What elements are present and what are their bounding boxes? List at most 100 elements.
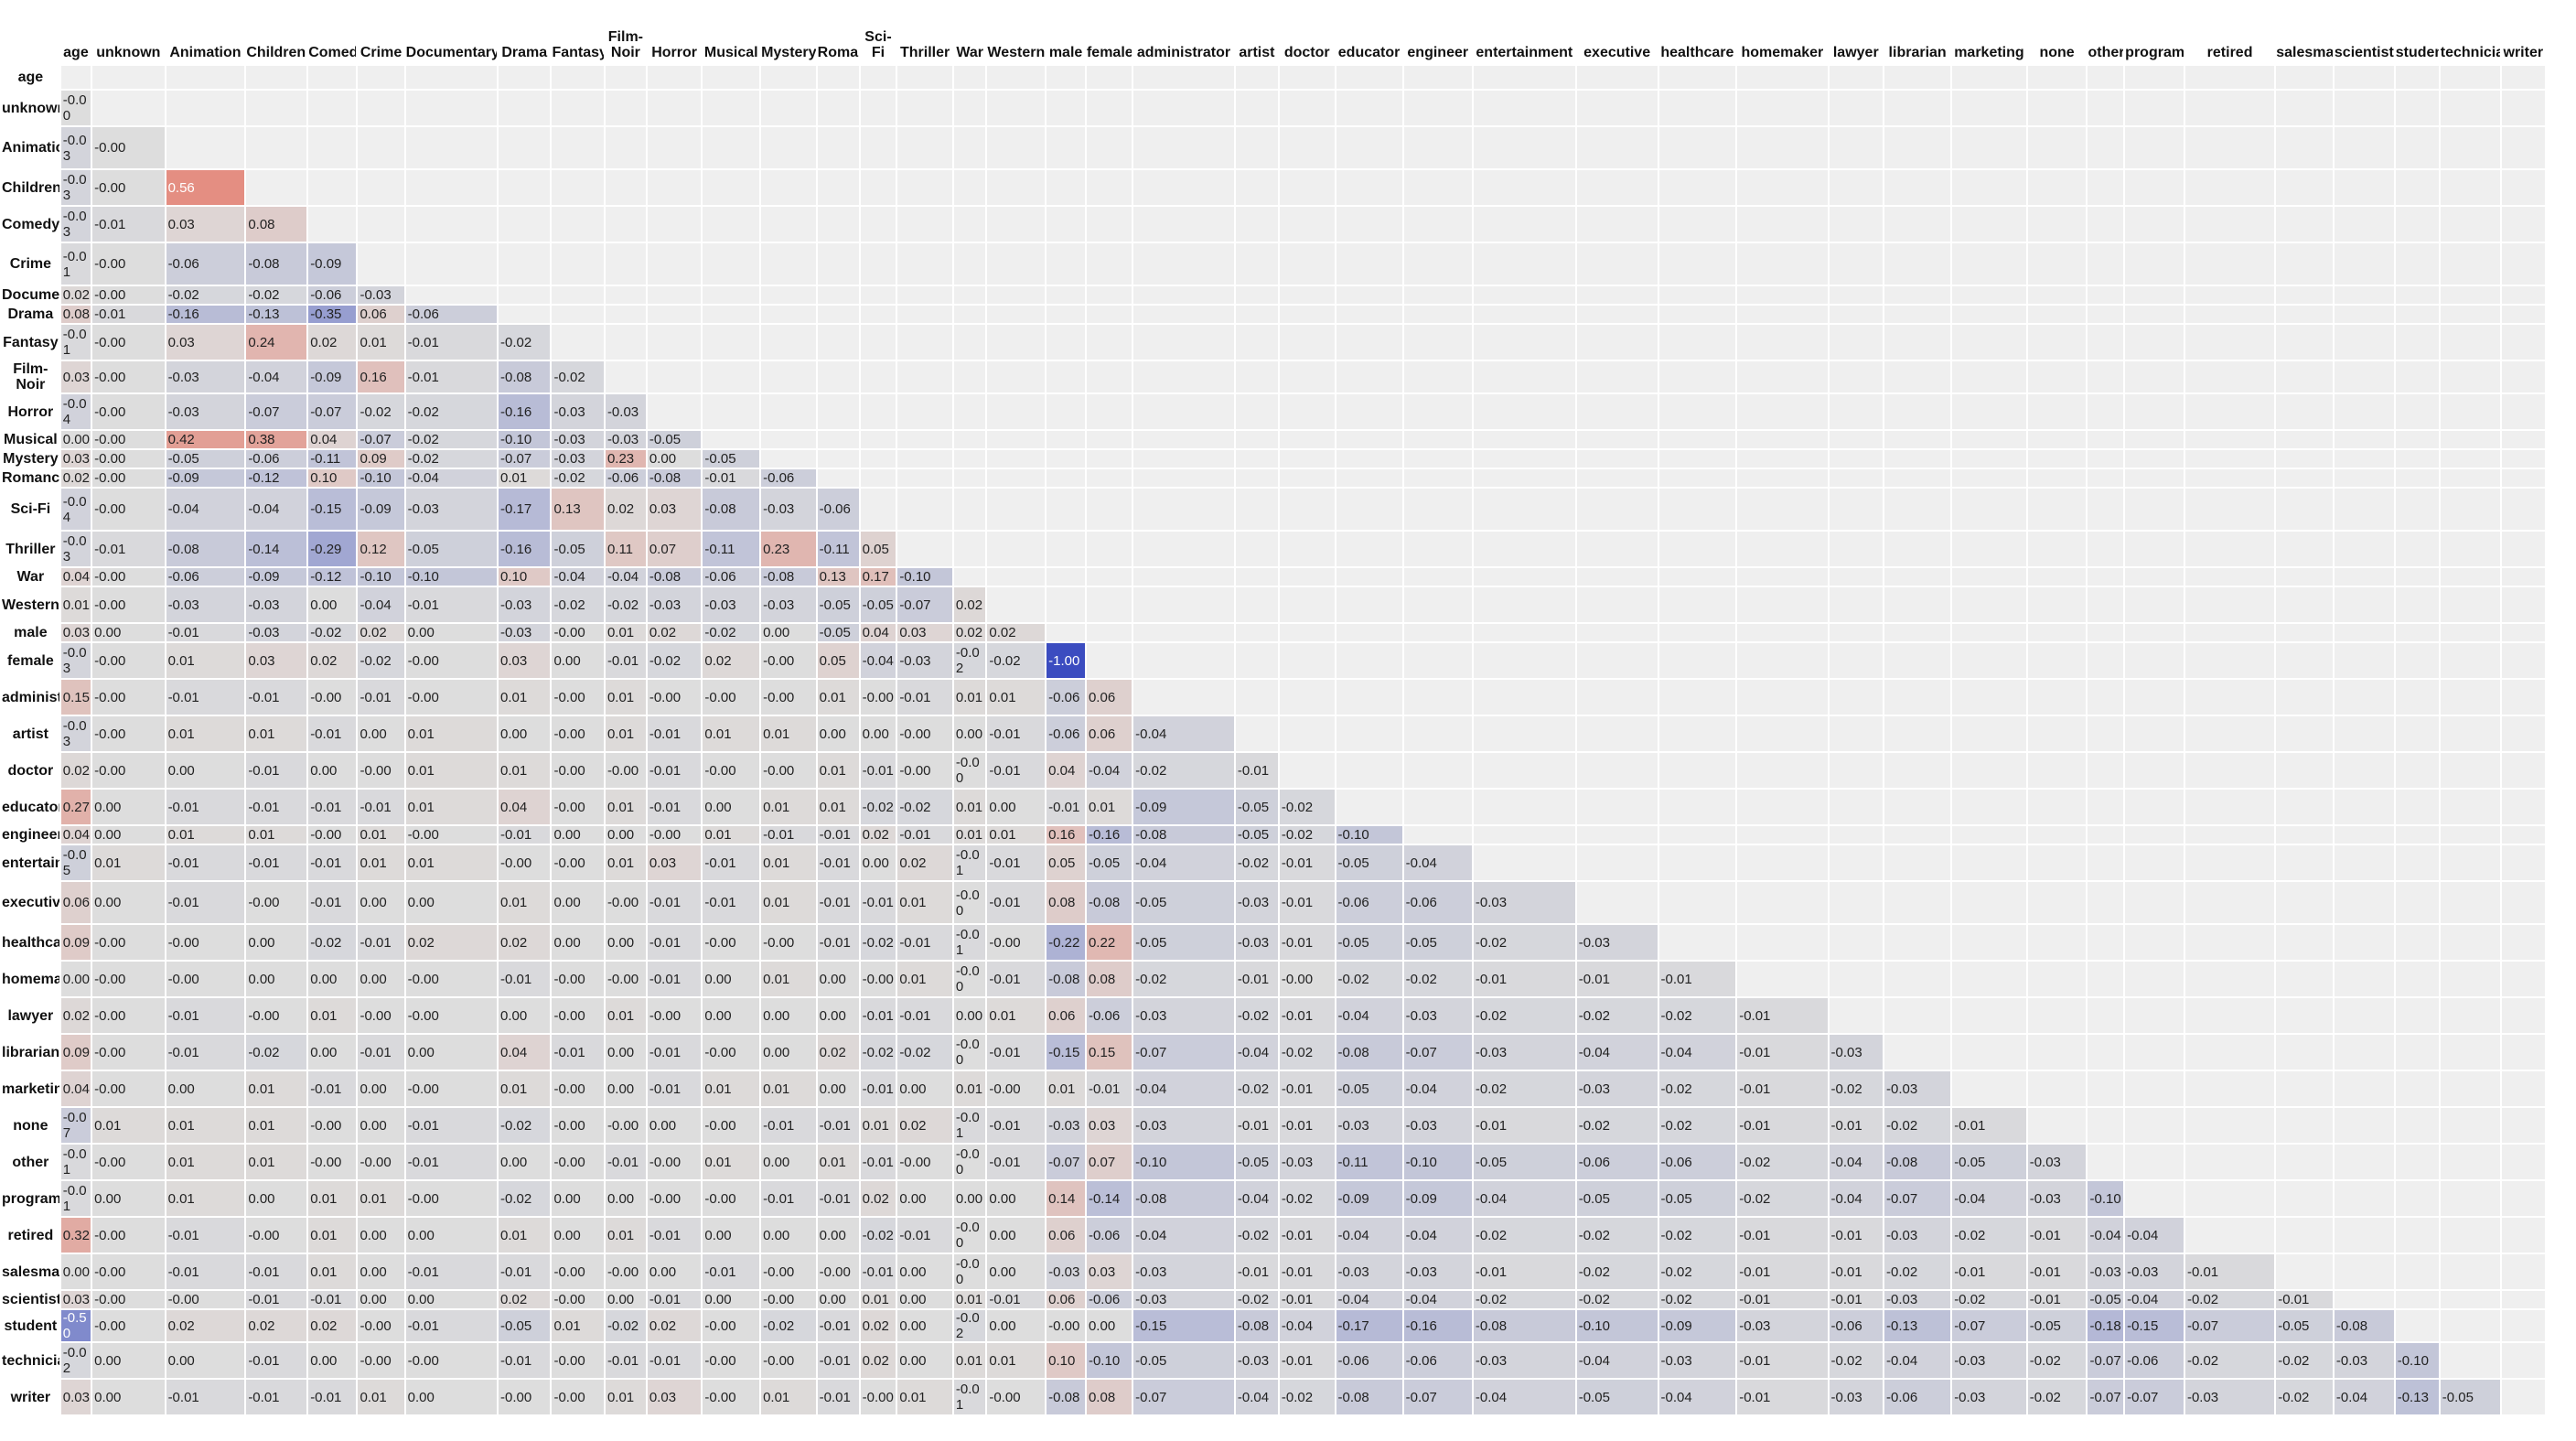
- heatmap-cell: 0.01: [761, 962, 816, 996]
- heatmap-cell: -0.05: [1086, 845, 1132, 880]
- heatmap-cell: 0.01: [860, 1291, 896, 1308]
- empty-cell: [1473, 753, 1575, 788]
- heatmap-cell: -0.09: [166, 469, 245, 487]
- empty-cell: [308, 91, 357, 125]
- heatmap-cell: -0.04: [1336, 1291, 1402, 1308]
- heatmap-cell: -0.01: [246, 1254, 307, 1289]
- empty-cell: [1235, 325, 1278, 360]
- empty-cell: [1952, 431, 2026, 448]
- heatmap-cell: -0.01: [1235, 753, 1278, 788]
- heatmap-cell: -0.05: [1133, 925, 1234, 960]
- col-label-retired: retired: [2206, 45, 2253, 60]
- heatmap-cell: 0.04: [60, 568, 91, 586]
- heatmap-cell: -0.10: [1336, 826, 1402, 844]
- empty-cell: [2440, 790, 2500, 824]
- empty-cell: [2125, 286, 2184, 304]
- empty-cell: [1473, 361, 1575, 393]
- empty-cell: [2395, 1108, 2439, 1143]
- heatmap-cell: -0.01: [987, 1145, 1046, 1179]
- heatmap-cell: -0.03: [703, 587, 760, 622]
- empty-cell: [1737, 361, 1828, 393]
- empty-cell: [2027, 998, 2087, 1033]
- empty-cell: [552, 66, 604, 89]
- empty-cell: [1829, 998, 1884, 1033]
- heatmap-cell: 0.00: [817, 962, 859, 996]
- heatmap-cell: -0.03: [60, 716, 91, 751]
- heatmap-cell: -0.01: [1737, 1218, 1828, 1253]
- empty-cell: [1658, 643, 1736, 678]
- empty-cell: [2125, 469, 2184, 487]
- empty-cell: [1086, 643, 1132, 678]
- empty-cell: [1046, 450, 1085, 468]
- empty-cell: [761, 394, 816, 429]
- empty-cell: [2395, 489, 2439, 530]
- heatmap-cell: -0.00: [405, 998, 497, 1033]
- heatmap-cell: -0.04: [605, 568, 646, 586]
- empty-cell: [2276, 361, 2333, 393]
- heatmap-cell: -0.01: [499, 962, 551, 996]
- empty-cell: [2440, 361, 2500, 393]
- row-label-female: female: [7, 652, 54, 669]
- empty-cell: [1235, 680, 1278, 715]
- heatmap-cell: -0.01: [987, 1108, 1046, 1143]
- heatmap-cell: -0.02: [953, 1310, 986, 1341]
- heatmap-cell: -0.04: [60, 489, 91, 530]
- heatmap-cell: 0.00: [817, 1071, 859, 1106]
- heatmap-cell: -0.00: [92, 587, 165, 622]
- heatmap-cell: -0.00: [308, 1108, 357, 1143]
- heatmap-cell: 0.03: [499, 643, 551, 678]
- empty-cell: [1473, 624, 1575, 641]
- heatmap-cell: 0.00: [499, 998, 551, 1033]
- empty-cell: [1952, 882, 2026, 923]
- heatmap-cell: -0.01: [2027, 1218, 2087, 1253]
- empty-cell: [2395, 469, 2439, 487]
- empty-cell: [1884, 91, 1951, 125]
- empty-cell: [605, 170, 646, 205]
- col-label-artist: artist: [1239, 45, 1275, 60]
- heatmap-cell: -0.01: [358, 680, 404, 715]
- heatmap-cell: 0.00: [60, 962, 91, 996]
- heatmap-row-salesman: salesman0.00-0.00-0.01-0.010.010.00-0.01…: [2, 1254, 2545, 1289]
- empty-cell: [1473, 325, 1575, 360]
- heatmap-cell: -0.09: [246, 568, 307, 586]
- empty-cell: [2276, 532, 2333, 566]
- heatmap-cell: 0.02: [860, 1181, 896, 1216]
- heatmap-cell: -0.02: [860, 1218, 896, 1253]
- heatmap-cell: -0.10: [2395, 1343, 2439, 1378]
- empty-cell: [2184, 568, 2275, 586]
- empty-cell: [2184, 925, 2275, 960]
- empty-cell: [1086, 568, 1132, 586]
- heatmap-cell: -0.03: [647, 587, 702, 622]
- heatmap-cell: -0.04: [2125, 1291, 2184, 1308]
- row-label-musical: Musical: [4, 432, 58, 447]
- empty-cell: [2125, 306, 2184, 323]
- heatmap-cell: -0.01: [987, 1291, 1046, 1308]
- empty-cell: [2027, 925, 2087, 960]
- empty-cell: [761, 66, 816, 89]
- empty-cell: [897, 469, 952, 487]
- empty-cell: [1576, 394, 1658, 429]
- heatmap-cell: -0.00: [953, 1218, 986, 1253]
- empty-cell: [358, 66, 404, 89]
- empty-cell: [2501, 624, 2545, 641]
- col-label-healthcare: healthcare: [1660, 45, 1734, 60]
- heatmap-cell: 0.16: [1046, 826, 1085, 844]
- empty-cell: [1473, 450, 1575, 468]
- heatmap-cell: -0.00: [703, 1108, 760, 1143]
- empty-cell: [605, 91, 646, 125]
- heatmap-cell: -0.09: [1133, 790, 1234, 824]
- heatmap-cell: -0.08: [703, 489, 760, 530]
- empty-cell: [2395, 587, 2439, 622]
- empty-cell: [1235, 170, 1278, 205]
- heatmap-cell: -0.11: [1336, 1145, 1402, 1179]
- heatmap-row-children-s: Children's-0.03-0.000.56: [2, 170, 2545, 205]
- heatmap-cell: -0.01: [1235, 962, 1278, 996]
- empty-cell: [1884, 361, 1951, 393]
- empty-cell: [358, 91, 404, 125]
- empty-cell: [1952, 680, 2026, 715]
- heatmap-cell: 0.01: [499, 1218, 551, 1253]
- empty-cell: [1576, 587, 1658, 622]
- empty-cell: [1952, 845, 2026, 880]
- heatmap-cell: -0.02: [2184, 1343, 2275, 1378]
- empty-cell: [1952, 286, 2026, 304]
